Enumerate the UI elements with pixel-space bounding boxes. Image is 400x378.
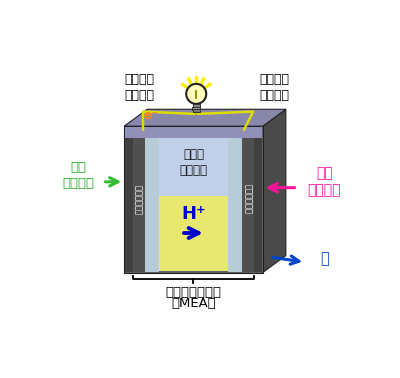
Text: （MEA）: （MEA）	[171, 297, 216, 310]
Text: 水: 水	[320, 251, 329, 266]
Circle shape	[186, 84, 206, 104]
FancyBboxPatch shape	[159, 127, 228, 197]
FancyBboxPatch shape	[145, 127, 159, 272]
Polygon shape	[263, 109, 286, 273]
Text: 水素
（燃料）: 水素 （燃料）	[62, 161, 94, 190]
Text: アノード
（陰極）: アノード （陰極）	[124, 73, 154, 102]
FancyBboxPatch shape	[193, 104, 200, 108]
FancyBboxPatch shape	[125, 127, 133, 272]
Text: カソード触媒: カソード触媒	[243, 184, 252, 214]
Text: H⁺: H⁺	[181, 205, 206, 223]
FancyBboxPatch shape	[159, 197, 228, 271]
FancyBboxPatch shape	[125, 127, 262, 138]
FancyBboxPatch shape	[242, 127, 254, 272]
FancyBboxPatch shape	[193, 109, 200, 112]
Polygon shape	[124, 126, 263, 273]
Text: e⁻: e⁻	[144, 109, 159, 122]
FancyBboxPatch shape	[228, 127, 242, 272]
Text: 高分子
電解質膜: 高分子 電解質膜	[180, 148, 208, 177]
FancyBboxPatch shape	[192, 107, 200, 110]
Text: カソード
（陽極）: カソード （陽極）	[259, 73, 289, 102]
Text: アノード触媒: アノード触媒	[135, 184, 144, 214]
FancyBboxPatch shape	[133, 127, 145, 272]
Text: 膜・電極接合体: 膜・電極接合体	[166, 286, 222, 299]
Text: 酸素
（空気）: 酸素 （空気）	[308, 166, 341, 197]
Polygon shape	[124, 109, 286, 126]
FancyBboxPatch shape	[254, 127, 262, 272]
